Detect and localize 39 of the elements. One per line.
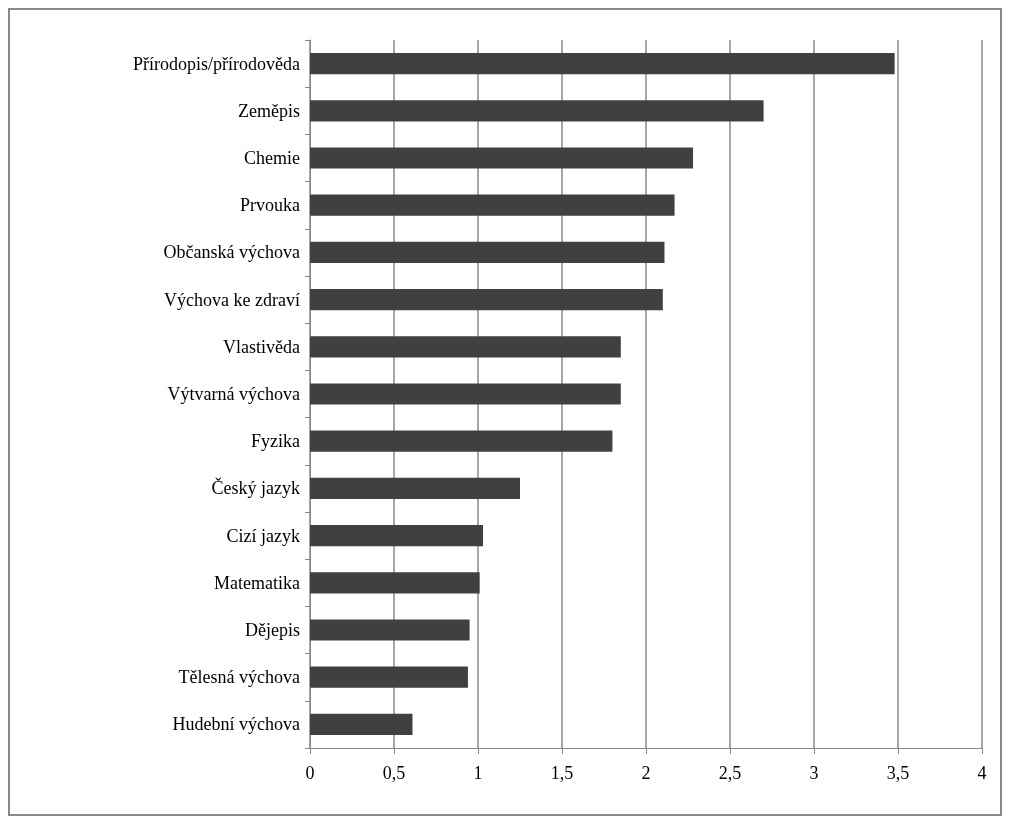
y-tick-label: Přírodopis/přírodověda bbox=[133, 53, 300, 74]
x-tick-label: 2,5 bbox=[718, 763, 742, 783]
y-tick-label: Tělesná výchova bbox=[178, 667, 300, 688]
y-tick-label: Občanská výchova bbox=[163, 242, 301, 263]
bar bbox=[310, 524, 484, 547]
bar bbox=[310, 477, 520, 500]
bar bbox=[310, 383, 621, 405]
bar bbox=[310, 52, 895, 75]
bar bbox=[310, 241, 665, 264]
y-tick-label: Chemie bbox=[244, 148, 300, 168]
x-tick-label: 0,5 bbox=[382, 763, 406, 783]
y-tick-label: Hudební výchova bbox=[172, 714, 301, 735]
bar bbox=[310, 336, 621, 358]
y-tick-label: Matematika bbox=[214, 572, 301, 593]
y-tick-label: Zeměpis bbox=[238, 100, 300, 121]
x-tick-label: 0 bbox=[305, 763, 315, 783]
bar bbox=[310, 288, 663, 311]
y-tick-label: Dějepis bbox=[245, 620, 300, 640]
x-tick-label: 1 bbox=[473, 763, 483, 783]
bar bbox=[310, 619, 470, 641]
y-tick-label: Prvouka bbox=[240, 195, 300, 216]
y-tick-label: Český jazyk bbox=[211, 477, 300, 499]
y-tick-label: Výchova ke zdraví bbox=[164, 289, 300, 310]
bar bbox=[310, 666, 468, 688]
x-tick-label: 3,5 bbox=[886, 763, 910, 783]
bar bbox=[310, 430, 613, 452]
y-tick-label: Cizí jazyk bbox=[226, 525, 300, 546]
bar bbox=[310, 572, 480, 594]
x-tick-label: 1,5 bbox=[550, 763, 574, 783]
x-tick-label: 2 bbox=[641, 763, 651, 783]
y-tick-label: Vlastivěda bbox=[223, 336, 300, 357]
x-tick-label: 3 bbox=[809, 763, 819, 783]
y-tick-label: Výtvarná výchova bbox=[167, 384, 301, 404]
bar bbox=[310, 147, 694, 169]
y-tick-label: Fyzika bbox=[251, 431, 300, 452]
bar bbox=[310, 194, 675, 216]
x-tick-label: 4 bbox=[977, 763, 987, 783]
bar bbox=[310, 100, 764, 122]
bar bbox=[310, 713, 413, 736]
